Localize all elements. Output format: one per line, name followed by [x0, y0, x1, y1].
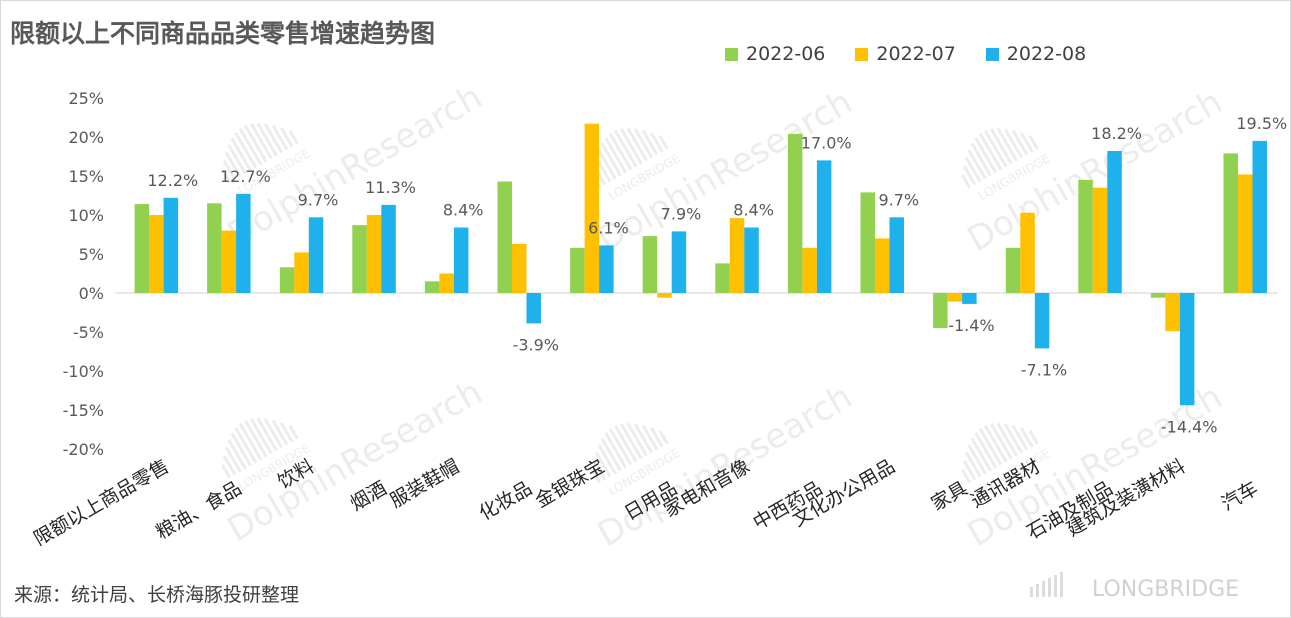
y-tick-label: -10% [63, 362, 104, 381]
bar-2022-08 [453, 227, 469, 293]
legend-item: 2022-08 [985, 43, 1087, 65]
bar-2022-06 [1150, 293, 1166, 298]
bar-2022-07 [221, 230, 237, 293]
bar-2022-07 [802, 247, 817, 293]
y-tick-label: 15% [68, 167, 104, 186]
data-label: 6.1% [588, 218, 629, 237]
bar-2022-08 [744, 227, 759, 293]
bar-2022-06 [497, 181, 512, 293]
data-label: -1.4% [948, 316, 994, 335]
legend-swatch [855, 47, 869, 61]
bar-2022-06 [134, 204, 150, 293]
legend-swatch [725, 47, 738, 61]
bar-2022-06 [1078, 179, 1093, 293]
y-tick-label: -20% [63, 440, 104, 459]
data-label: 12.7% [220, 167, 271, 186]
bar-2022-06 [424, 281, 440, 293]
x-tick-label: 家具 [927, 477, 971, 515]
y-tick-label: 25% [68, 89, 104, 108]
x-tick-label: 汽车 [1218, 477, 1262, 515]
legend-label: 2022-08 [1006, 43, 1087, 65]
x-tick-label: 通讯器材 [967, 455, 1044, 512]
bar-2022-08 [236, 193, 251, 293]
bar-2022-08 [526, 293, 541, 324]
bar-2022-07 [366, 215, 382, 293]
data-label: 11.3% [365, 178, 416, 197]
legend-label: 2022-06 [746, 43, 826, 65]
bar-2022-06 [642, 236, 658, 293]
bar-2022-08 [962, 293, 977, 304]
y-tick-label: 10% [68, 206, 104, 225]
bar-2022-06 [1005, 247, 1021, 293]
data-label: 19.5% [1236, 114, 1287, 133]
legend-label: 2022-07 [876, 43, 956, 65]
bar-2022-07 [947, 293, 963, 302]
bar-2022-06 [279, 267, 295, 293]
bar-2022-07 [1238, 174, 1253, 293]
bar-2022-08 [1179, 293, 1195, 406]
bar-2022-08 [1252, 140, 1267, 293]
bar-2022-08 [816, 160, 832, 293]
bar-2022-06 [570, 247, 585, 293]
data-label: 18.2% [1091, 124, 1142, 143]
bar-2022-08 [308, 217, 324, 293]
bar-2022-07 [439, 273, 454, 293]
bar-2022-07 [1092, 187, 1108, 293]
bar-2022-07 [729, 218, 745, 293]
legend-item: 2022-07 [855, 43, 956, 65]
x-tick-label: 限额以上商品零售 [30, 455, 173, 550]
bar-2022-08 [381, 204, 396, 293]
bar-2022-08 [671, 231, 687, 293]
bar-2022-06 [715, 263, 730, 293]
bar-2022-06 [352, 225, 367, 293]
y-tick-label: 20% [68, 128, 104, 147]
x-tick-label: 烟酒 [347, 477, 391, 515]
bar-2022-08 [163, 197, 179, 293]
data-label: 9.7% [298, 190, 339, 209]
bar-2022-07 [657, 293, 672, 298]
y-tick-label: 5% [79, 245, 104, 264]
source-note: 来源：统计局、长桥海豚投研整理 [14, 584, 300, 606]
bar-2022-06 [860, 192, 875, 293]
bar-2022-07 [584, 123, 600, 293]
bar-2022-07 [875, 238, 890, 293]
bar-2022-06 [1223, 153, 1238, 293]
legend-swatch [985, 47, 999, 61]
data-label: -14.4% [1161, 417, 1218, 436]
bar-2022-07 [149, 215, 164, 293]
x-tick-label: 饮料 [274, 455, 318, 493]
bar-2022-08 [1107, 151, 1122, 293]
bar-2022-07 [1020, 212, 1035, 293]
data-label: 17.0% [801, 133, 852, 152]
y-tick-label: -5% [73, 323, 104, 342]
bar-2022-08 [599, 245, 614, 293]
legend: 2022-06 2022-07 2022-08 [725, 40, 1116, 68]
bar-2022-06 [933, 293, 948, 329]
data-label: 12.2% [147, 171, 198, 190]
y-tick-label: 0% [79, 284, 104, 303]
data-label: 7.9% [661, 204, 702, 223]
bar-2022-08 [1034, 293, 1050, 349]
bar-2022-07 [512, 243, 527, 293]
data-label: -7.1% [1021, 360, 1067, 379]
bar-2022-07 [1165, 293, 1180, 332]
data-label: 8.4% [733, 201, 774, 220]
chart-title: 限额以上不同商品品类零售增速趋势图 [10, 19, 436, 48]
x-tick-label: 金银珠宝 [532, 455, 609, 512]
data-label: 8.4% [443, 201, 484, 220]
x-tick-label: 粮油、食品 [152, 477, 245, 544]
legend-item: 2022-06 [725, 43, 825, 65]
x-tick-label: 化妆品 [475, 477, 535, 525]
data-label: -3.9% [513, 335, 559, 354]
y-tick-label: -15% [63, 401, 104, 420]
bar-2022-06 [787, 133, 803, 293]
bar-2022-06 [207, 203, 222, 293]
bar-2022-07 [294, 252, 309, 293]
data-label: 9.7% [878, 190, 919, 209]
bar-2022-08 [889, 217, 904, 293]
x-tick-label: 服装鞋帽 [386, 455, 463, 512]
